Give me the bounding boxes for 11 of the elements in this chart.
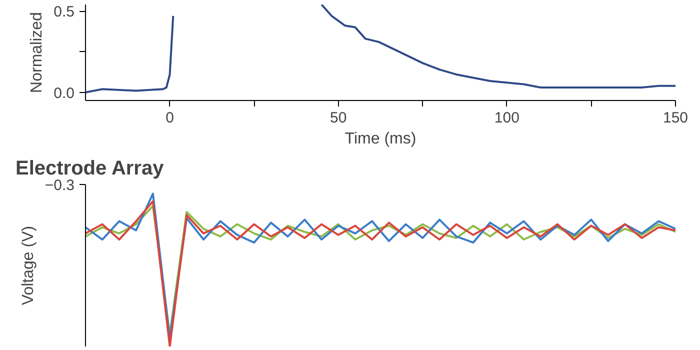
- y-tick-label: 0.5: [54, 4, 75, 21]
- chart-title: Electrode Array: [16, 158, 165, 180]
- y-axis-title: Voltage (V): [20, 226, 37, 306]
- x-tick-label: 150: [662, 110, 688, 126]
- x-tick-label: 50: [330, 110, 347, 126]
- x-tick-label: 100: [494, 110, 520, 126]
- y-axis-title: Normalized: [28, 12, 46, 93]
- text: −0.3: [44, 177, 75, 194]
- x-tick-label: 0: [166, 110, 174, 126]
- y-tick-label: 0.0: [54, 84, 75, 102]
- x-axis-title: Time (ms): [344, 130, 416, 148]
